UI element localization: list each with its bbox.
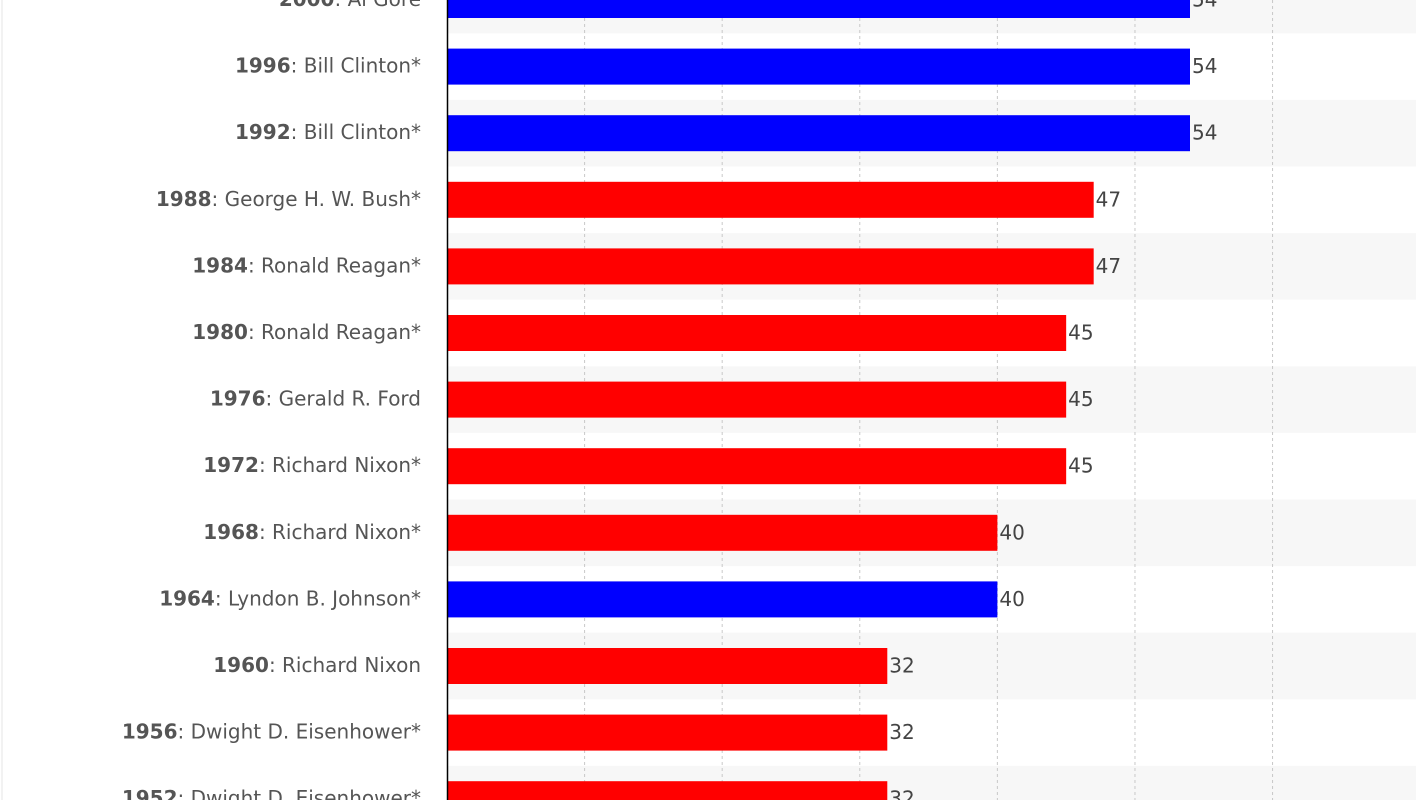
- bar: [447, 381, 1067, 418]
- value-label: 32: [889, 720, 914, 744]
- value-label: 47: [1096, 254, 1121, 278]
- category-label: 1976: Gerald R. Ford: [210, 386, 421, 410]
- category-label: 1980: Ronald Reagan*: [192, 320, 421, 344]
- category-label: 1992: Bill Clinton*: [235, 120, 421, 144]
- category-label: 1972: Richard Nixon*: [203, 453, 421, 477]
- bar: [447, 115, 1190, 152]
- category-label: 1996: Bill Clinton*: [235, 53, 421, 77]
- value-label: 40: [999, 587, 1024, 611]
- category-label: 1968: Richard Nixon*: [203, 519, 421, 543]
- bar: [447, 648, 888, 684]
- bar: [447, 48, 1190, 85]
- value-label: 54: [1192, 0, 1217, 12]
- bar: [447, 0, 1190, 18]
- value-label: 54: [1192, 121, 1217, 145]
- category-label: 1984: Ronald Reagan*: [192, 253, 421, 277]
- bar: [447, 248, 1094, 285]
- value-label: 54: [1192, 54, 1217, 78]
- category-label: 2000: Al Gore: [279, 0, 421, 11]
- bar: [447, 514, 998, 551]
- bar: [447, 581, 998, 618]
- bar: [447, 181, 1094, 218]
- value-label: 47: [1096, 187, 1121, 211]
- bar: [447, 448, 1067, 485]
- value-label: 45: [1068, 387, 1093, 411]
- value-label: 32: [889, 787, 914, 800]
- value-label: 45: [1068, 321, 1093, 345]
- value-label: 45: [1068, 454, 1093, 478]
- bar: [447, 714, 888, 751]
- bar: [447, 315, 1067, 351]
- bar: [447, 781, 888, 800]
- category-label: 1956: Dwight D. Eisenhower*: [122, 719, 421, 743]
- category-label: 1960: Richard Nixon: [213, 653, 421, 677]
- category-label: 1988: George H. W. Bush*: [156, 186, 421, 210]
- value-label: 40: [999, 520, 1024, 544]
- value-label: 32: [889, 654, 914, 678]
- category-label: 1952: Dwight D. Eisenhower*: [122, 786, 421, 800]
- category-label: 1964: Lyndon B. Johnson*: [159, 586, 421, 610]
